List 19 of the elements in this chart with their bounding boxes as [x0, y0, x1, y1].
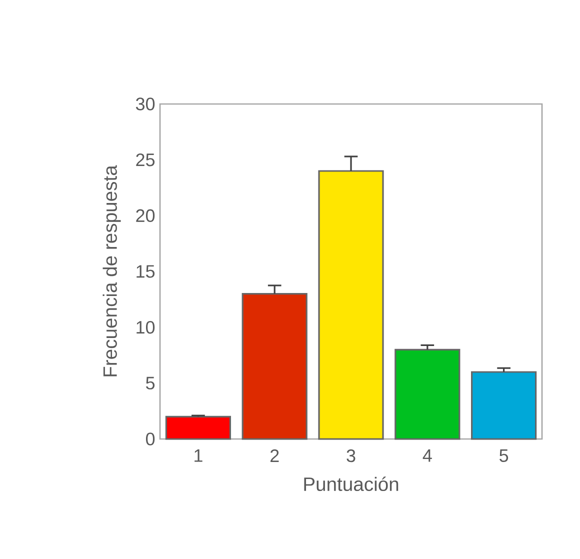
x-tick-label: 4 [422, 449, 432, 462]
y-tick-label: 10 [136, 320, 155, 334]
y-tick-label: 30 [136, 98, 155, 110]
bar [394, 348, 460, 440]
x-tick-label: 3 [346, 449, 356, 462]
bar [471, 371, 537, 440]
y-axis-title: Frecuencia de respuesta [102, 165, 121, 376]
x-tick-label: 2 [270, 449, 279, 462]
y-tick-label: 20 [136, 209, 155, 222]
y-tick-label: 5 [146, 376, 155, 390]
bar [242, 293, 308, 440]
x-tick-label: 1 [194, 449, 202, 462]
y-tick-label: 15 [136, 265, 155, 278]
bar [165, 416, 232, 440]
bar [318, 170, 384, 440]
x-axis-title: Puntuación [304, 476, 398, 492]
x-tick-label: 5 [500, 449, 508, 462]
y-tick-label: 25 [136, 153, 155, 166]
y-tick-label: 0 [146, 432, 155, 446]
